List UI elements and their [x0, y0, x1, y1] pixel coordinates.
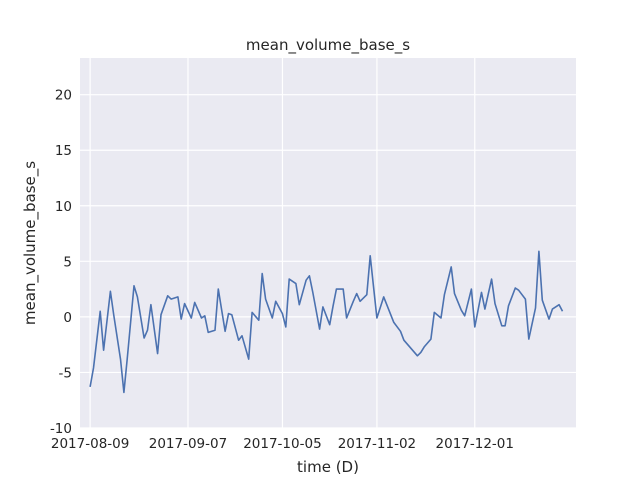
y-tick-label: 20	[55, 88, 72, 104]
x-tick-label: 2017-09-07	[149, 436, 227, 452]
grid-lines	[80, 58, 576, 429]
x-tick-label: 2017-12-01	[436, 436, 514, 452]
plot-background	[80, 58, 576, 428]
y-tick-label: 5	[63, 254, 72, 270]
x-axis-label: time (D)	[297, 458, 359, 476]
chart-title: mean_volume_base_s	[246, 36, 410, 55]
y-tick-label: 15	[55, 143, 72, 159]
y-tick-label: 10	[55, 199, 72, 215]
x-tick-label: 2017-08-09	[51, 436, 129, 452]
x-tick-label: 2017-10-05	[243, 436, 321, 452]
tick-labels: -10 -5 0 5 10 15 20 2017-08-09 2017-09-07 2017-10…	[50, 88, 514, 452]
series-line	[89, 250, 564, 394]
x-tick-label: 2017-11-02	[338, 436, 416, 452]
y-tick-label: -5	[59, 365, 72, 381]
series-layer	[89, 250, 564, 394]
y-tick-label: -10	[50, 421, 72, 437]
y-axis-label: mean_volume_base_s	[21, 161, 40, 325]
y-tick-label: 0	[63, 310, 72, 326]
